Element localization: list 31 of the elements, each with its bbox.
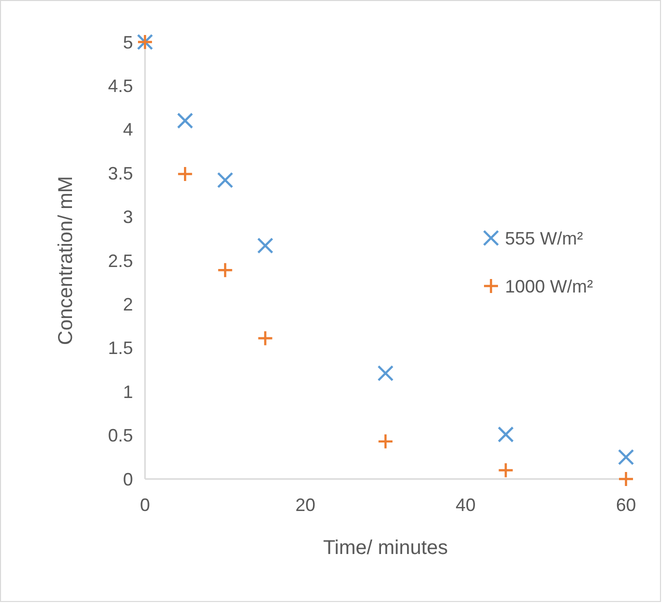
point — [217, 262, 234, 278]
point — [257, 330, 274, 346]
y-axis-title: Concentration/ mM — [55, 176, 77, 345]
y-tick-label: 4 — [122, 120, 133, 140]
point — [377, 433, 394, 450]
point — [618, 470, 634, 488]
y-tick-label: 5 — [122, 32, 133, 52]
point — [498, 426, 514, 443]
y-tick-label: 3.5 — [108, 163, 133, 184]
y-tick-label: 3 — [122, 207, 133, 228]
point — [176, 112, 194, 129]
point — [377, 365, 394, 382]
y-tick-label: 0.5 — [108, 426, 133, 446]
y-tick-label: 0 — [122, 469, 133, 490]
point — [176, 166, 194, 182]
x-tick-label: 0 — [140, 495, 150, 515]
legend-label: 1000 W/m² — [505, 276, 594, 296]
point — [257, 238, 274, 254]
point — [618, 449, 634, 466]
x-tick-label: 20 — [295, 495, 316, 515]
x-tick-label: 60 — [616, 495, 636, 515]
point — [498, 462, 514, 478]
y-tick-label: 1.5 — [108, 338, 133, 358]
legend-label: 555 W/m² — [505, 228, 584, 248]
y-tick-label: 4.5 — [108, 76, 133, 96]
x-axis-title: Time/ minutes — [323, 537, 448, 559]
y-tick-label: 1 — [122, 382, 133, 402]
point — [217, 172, 234, 188]
y-tick-label: 2.5 — [108, 250, 133, 271]
y-tick-label: 2 — [122, 294, 133, 314]
x-tick-label: 40 — [456, 495, 476, 515]
